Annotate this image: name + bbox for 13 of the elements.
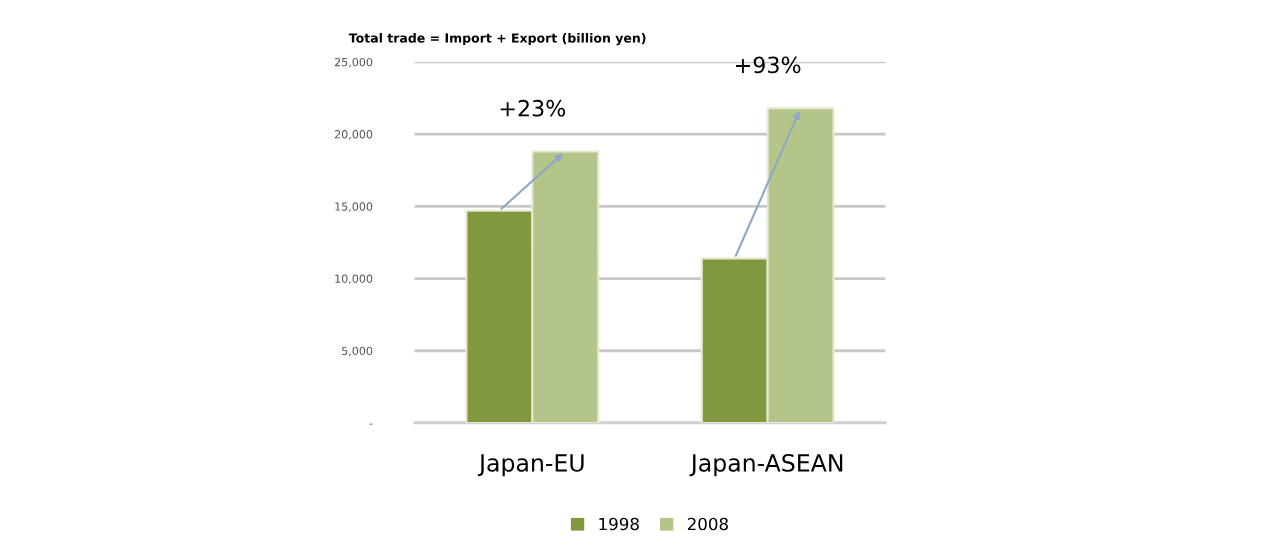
y-tick-label: 15,000 — [335, 202, 373, 212]
y-tick-label: 20,000 — [334, 130, 373, 140]
x-tick-label: Japan-ASEAN — [689, 453, 843, 477]
y-tick-label: 10,000 — [335, 274, 373, 285]
y-tick-label: 25,000 — [334, 57, 373, 68]
x-tick-label: Japan-EU — [477, 454, 584, 477]
y-tick-label: - — [369, 423, 373, 425]
legend-label: 1998 — [599, 517, 639, 531]
annotation: +23% — [500, 99, 566, 117]
legend-label: 2008 — [687, 517, 728, 531]
chart-title: Total trade = Import + Export (billion yen) — [348, 33, 646, 46]
y-tick-label: 5,000 — [342, 346, 373, 357]
annotation: +93% — [736, 56, 801, 74]
